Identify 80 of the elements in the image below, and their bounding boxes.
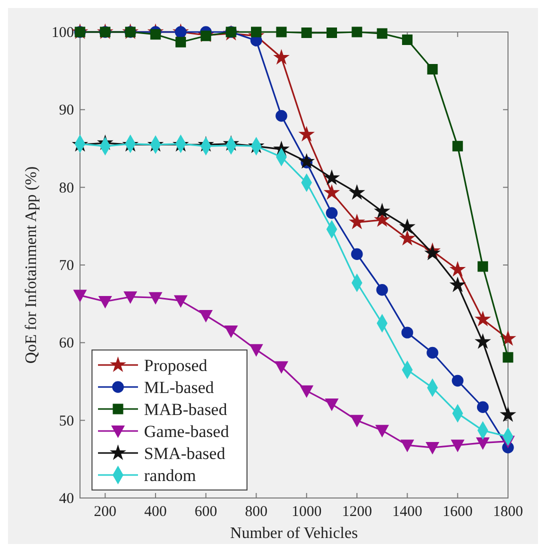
point [374,204,390,218]
x-tick-label: 1000 [292,504,322,520]
x-tick-label: 600 [194,504,218,520]
point [475,312,490,326]
point [425,246,440,260]
point [400,219,415,234]
legend-label: MAB-based [144,400,228,419]
point [427,64,438,75]
point [326,207,338,219]
point [502,352,514,363]
legend-label: random [144,466,196,485]
x-tick-label: 1800 [493,504,523,520]
point [452,374,464,387]
point [74,290,86,302]
point [276,26,287,38]
legend-label: SMA-based [144,444,226,463]
point [324,185,340,200]
point [299,126,314,141]
y-tick-label: 40 [59,491,74,507]
point [476,401,489,413]
point [352,26,362,38]
x-tick-label: 1400 [392,504,422,520]
point [376,28,388,39]
point [475,334,490,348]
point [300,385,314,398]
point [351,248,363,260]
point [450,277,465,292]
x-tick-label: 800 [244,504,268,520]
x-tick-label: 200 [94,504,116,520]
point [124,291,137,304]
point [150,29,161,40]
point [400,230,415,245]
x-tick-label: 1600 [442,504,473,520]
y-tick-label: 100 [52,25,74,41]
y-tick-label: 50 [59,413,74,430]
point [376,424,389,437]
point [98,296,112,308]
point [274,361,288,374]
y-tick-label: 70 [59,258,74,274]
point [402,34,413,46]
point [250,26,262,38]
point [401,326,414,338]
y-tick-label: 90 [59,102,74,119]
point [200,30,212,42]
point [500,407,516,422]
point [400,440,414,452]
point [476,437,490,450]
x-axis-title: Number of Vehicles [230,525,358,542]
point [426,346,438,359]
point [478,261,488,272]
point [224,326,238,338]
point [350,214,364,229]
point [350,414,364,427]
point [500,331,516,346]
y-tick-label: 60 [59,336,74,352]
point [199,310,212,322]
legend-label: Proposed [144,356,208,375]
point [175,36,186,48]
y-axis-title: QoE for Infotainment App (%) [23,166,40,364]
point [250,344,263,356]
y-tick-label: 80 [59,180,74,196]
x-tick-label: 1200 [342,504,372,520]
point [324,170,340,184]
point [426,442,439,454]
point [452,140,463,152]
x-tick-label: 400 [144,504,167,520]
point [276,110,288,122]
point [299,154,314,168]
point [350,185,364,200]
point [301,28,312,38]
point [376,284,388,296]
legend-label: Game-based [144,422,230,441]
point [325,398,338,411]
point [450,262,465,276]
point [451,440,464,452]
point [326,28,338,38]
point [149,292,162,304]
legend-label: ML-based [144,378,214,397]
point [274,50,289,64]
point [174,295,188,308]
